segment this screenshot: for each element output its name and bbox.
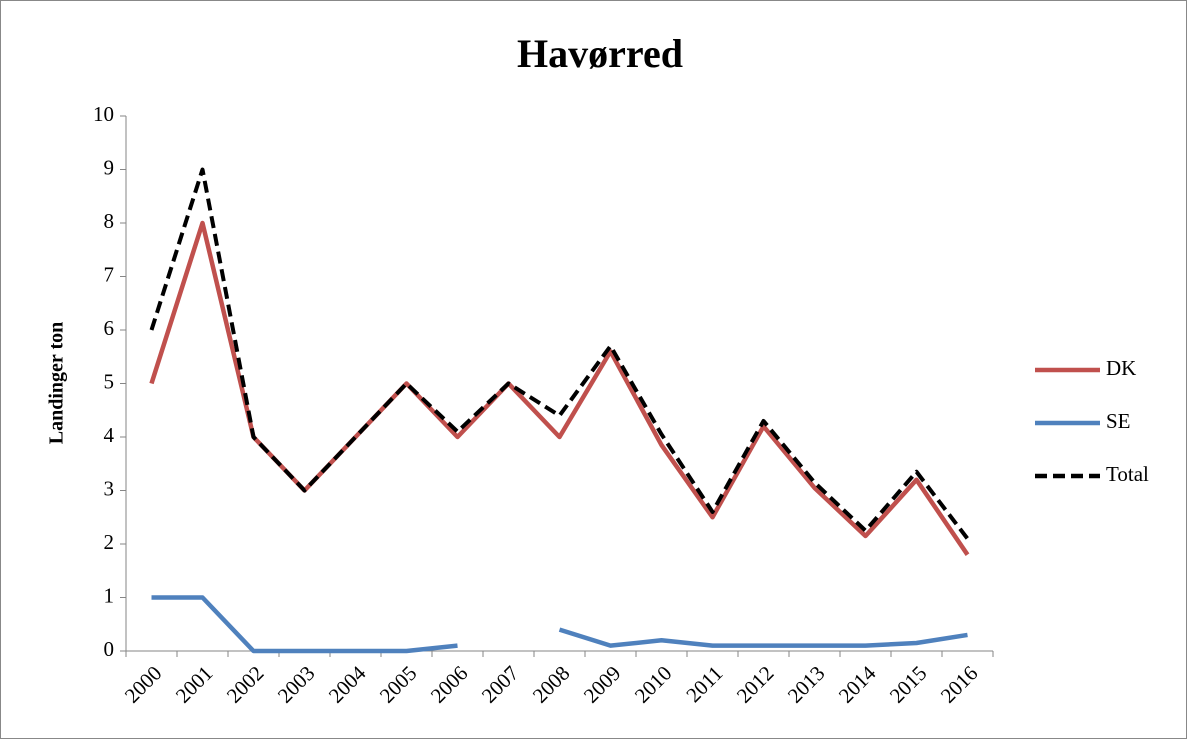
y-tick-label: 5 bbox=[104, 369, 115, 393]
y-axis-label: Landinger ton bbox=[46, 322, 68, 444]
y-tick-label: 8 bbox=[104, 209, 115, 233]
y-tick-label: 1 bbox=[104, 583, 115, 607]
legend-label: SE bbox=[1106, 409, 1131, 433]
y-tick-label: 7 bbox=[104, 262, 115, 286]
chart-title: Havørred bbox=[517, 31, 683, 76]
line-series bbox=[151, 595, 968, 654]
y-tick-label: 4 bbox=[104, 423, 115, 447]
legend-label: Total bbox=[1106, 462, 1149, 486]
y-tick-label: 9 bbox=[104, 155, 115, 179]
y-tick-label: 3 bbox=[104, 476, 115, 500]
y-tick-label: 0 bbox=[104, 637, 115, 661]
legend-label: DK bbox=[1106, 356, 1136, 380]
y-tick-label: 10 bbox=[93, 102, 114, 126]
y-tick-label: 2 bbox=[104, 530, 115, 554]
line-series bbox=[149, 167, 970, 540]
y-tick-label: 6 bbox=[104, 316, 115, 340]
